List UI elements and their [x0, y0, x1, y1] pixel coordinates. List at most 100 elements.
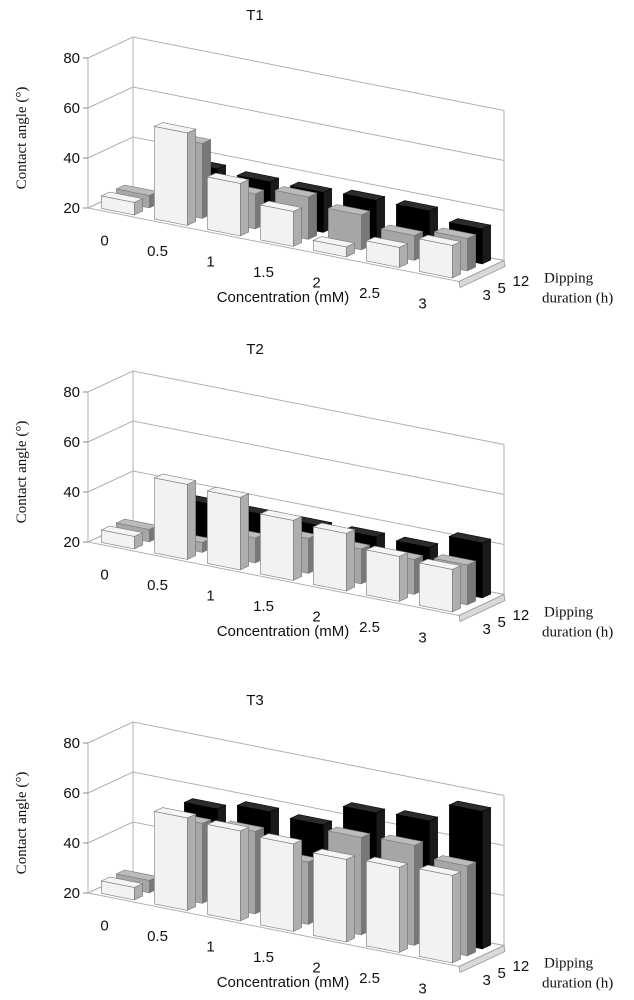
bar-front: [419, 562, 453, 613]
bar-T2-3h-1.5: [259, 509, 303, 581]
bar-side: [466, 861, 476, 957]
bar-top: [448, 800, 492, 812]
bar-top: [259, 200, 303, 212]
x-tick-label: 0: [100, 566, 108, 583]
bar-side: [345, 855, 355, 943]
y-tick-label: 40: [63, 484, 80, 501]
x-axis-label: Concentration (mM): [217, 289, 350, 306]
depth-axis-label-line1: Dipping: [544, 956, 594, 972]
bar-top: [312, 522, 356, 534]
bar-front: [260, 513, 294, 581]
depth-tick-label: 12: [513, 958, 530, 975]
x-tick-label: 1: [206, 938, 214, 955]
x-tick-label: 3: [418, 629, 426, 646]
chart-title: T1: [246, 7, 264, 24]
y-tick-label: 20: [63, 534, 80, 551]
chart-3: T3 20 40 60 80 Contact angle (°) 0 0.5 1 1.5 2 2.5 3…: [14, 692, 613, 997]
bar-top: [312, 236, 356, 248]
bar-T2-3h-2.5: [365, 545, 409, 602]
bar-side: [292, 516, 302, 581]
bar-top: [274, 186, 318, 198]
bar-front: [366, 549, 400, 602]
bar-side: [307, 192, 317, 240]
depth-tick-label: 12: [513, 607, 530, 624]
bar-top: [289, 814, 333, 826]
bar-front: [154, 126, 188, 226]
bar-T2-3h-1: [206, 486, 250, 571]
bar-T1-3h-2: [312, 236, 356, 258]
bar-side: [187, 128, 196, 226]
bar-top: [289, 181, 333, 193]
bar-top: [206, 486, 250, 498]
bar-top: [327, 826, 371, 838]
bar-side: [481, 224, 491, 265]
chart-title: T3: [246, 692, 264, 709]
bar-side: [240, 179, 249, 237]
bar-T1-3h-0: [100, 191, 144, 216]
bar-side: [481, 807, 491, 950]
bar-top: [365, 856, 409, 868]
bar-top: [236, 801, 280, 813]
bar-front: [313, 526, 347, 592]
bar-top: [153, 122, 197, 134]
bar-front: [260, 204, 294, 247]
bar-top: [380, 834, 424, 846]
y-axis-label: Contact angle (°): [14, 772, 30, 875]
bar-front: [419, 868, 453, 964]
bar-top: [153, 473, 197, 485]
bar-side: [466, 560, 476, 606]
bar-side: [398, 552, 408, 602]
bar-T3-3h-3: [418, 864, 462, 964]
depth-tick-label: 12: [513, 273, 530, 290]
bar-T3-3h-2.5: [365, 856, 409, 953]
bar-T1-3h-1.5: [259, 200, 303, 247]
x-tick-label: 2: [312, 608, 320, 625]
bar-T3-3h-0: [100, 876, 144, 901]
bar-T1-3h-3: [418, 234, 462, 279]
floor-edge: [458, 944, 506, 974]
x-tick-label: 0.5: [147, 928, 168, 945]
x-tick-label: 1.5: [253, 949, 274, 966]
depth-axis-label-line1: Dipping: [544, 605, 594, 621]
side-wall: [88, 722, 133, 893]
y-tick-label: 80: [63, 384, 80, 401]
bar-T3-3h-1.5: [259, 833, 303, 932]
x-axis-label: Concentration (mM): [217, 623, 350, 640]
depth-tick-label: 5: [498, 614, 506, 631]
depth-tick-label: 3: [483, 621, 491, 638]
bar-side: [292, 839, 302, 932]
bar-T2-3h-3: [418, 558, 462, 613]
bar-front: [207, 490, 241, 571]
bar-top: [100, 191, 144, 203]
bar-top: [433, 554, 477, 566]
bar-top: [365, 236, 409, 248]
depth-tick-label: 3: [483, 972, 491, 989]
bar-top: [342, 802, 386, 814]
bar-top: [236, 171, 280, 183]
x-tick-label: 1: [206, 253, 214, 270]
bar-T3-3h-2: [312, 848, 356, 943]
bar-front: [154, 811, 188, 911]
bar-front: [366, 860, 400, 953]
y-tick-label: 40: [63, 835, 80, 852]
x-tick-label: 0.5: [147, 243, 168, 260]
side-wall: [88, 37, 133, 208]
bar-top: [365, 545, 409, 557]
bar-top: [433, 227, 477, 239]
floor-edge: [458, 259, 506, 289]
x-tick-label: 2.5: [359, 285, 380, 302]
chart-title: T2: [246, 341, 264, 358]
bar-top: [418, 558, 462, 570]
depth-tick-label: 5: [498, 280, 506, 297]
bar-side: [345, 529, 355, 592]
bar-front: [207, 824, 241, 922]
bar-top: [418, 234, 462, 246]
y-tick-label: 20: [63, 200, 80, 217]
bar-side: [451, 241, 461, 279]
bar-front: [260, 837, 294, 932]
bar-side: [187, 813, 196, 911]
side-wall: [88, 371, 133, 542]
bar-T2-3h-0.5: [153, 473, 197, 560]
